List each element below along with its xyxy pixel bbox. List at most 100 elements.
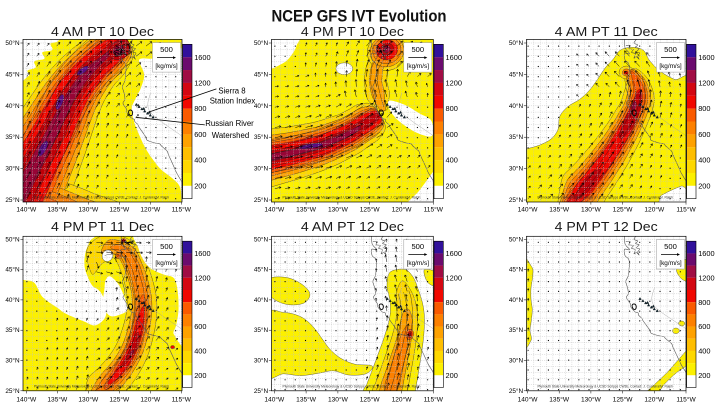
svg-text:35°N: 35°N xyxy=(509,326,524,334)
svg-text:400: 400 xyxy=(698,347,710,356)
svg-text:1200: 1200 xyxy=(446,79,462,88)
svg-text:50°N: 50°N xyxy=(254,39,269,47)
svg-text:600: 600 xyxy=(446,322,458,331)
svg-text:800: 800 xyxy=(194,298,206,307)
svg-text:120°W: 120°W xyxy=(644,395,665,403)
svg-text:25°N: 25°N xyxy=(509,196,524,204)
svg-text:500: 500 xyxy=(160,45,173,54)
svg-text:400: 400 xyxy=(194,156,206,165)
svg-text:140°W: 140°W xyxy=(16,206,37,214)
svg-text:35°N: 35°N xyxy=(254,133,269,141)
svg-text:800: 800 xyxy=(698,298,710,307)
svg-text:35°N: 35°N xyxy=(5,133,20,141)
svg-text:135°W: 135°W xyxy=(47,395,68,403)
svg-text:200: 200 xyxy=(698,371,710,380)
svg-text:4 AM PT 11 Dec: 4 AM PT 11 Dec xyxy=(555,24,659,39)
svg-text:800: 800 xyxy=(698,104,710,113)
svg-text:40°N: 40°N xyxy=(5,296,20,304)
svg-text:135°W: 135°W xyxy=(296,206,317,214)
svg-text:800: 800 xyxy=(446,298,458,307)
svg-text:45°N: 45°N xyxy=(5,70,20,78)
svg-text:130°W: 130°W xyxy=(78,395,99,403)
svg-text:1600: 1600 xyxy=(446,53,462,62)
svg-text:140°W: 140°W xyxy=(264,395,285,403)
svg-text:[kg/m/s]: [kg/m/s] xyxy=(407,260,430,267)
svg-text:30°N: 30°N xyxy=(509,165,524,173)
svg-text:Russian River: Russian River xyxy=(205,119,254,128)
svg-text:1600: 1600 xyxy=(446,249,462,258)
svg-text:140°W: 140°W xyxy=(518,395,539,403)
svg-text:1200: 1200 xyxy=(446,273,462,282)
svg-text:35°N: 35°N xyxy=(5,326,20,334)
svg-text:25°N: 25°N xyxy=(254,196,269,204)
svg-text:120°W: 120°W xyxy=(140,206,161,214)
svg-text:140°W: 140°W xyxy=(264,206,285,214)
svg-text:Station Index: Station Index xyxy=(210,97,256,106)
svg-text:25°N: 25°N xyxy=(509,387,524,395)
svg-text:400: 400 xyxy=(698,156,710,165)
svg-text:130°W: 130°W xyxy=(581,395,602,403)
svg-text:25°N: 25°N xyxy=(254,387,269,395)
svg-text:Plymouth State University Mete: Plymouth State University Meteorology & … xyxy=(34,384,169,388)
svg-text:30°N: 30°N xyxy=(5,357,20,365)
svg-text:1200: 1200 xyxy=(698,79,714,88)
svg-text:35°N: 35°N xyxy=(254,326,269,334)
svg-text:600: 600 xyxy=(698,130,710,139)
svg-text:4 PM PT 12 Dec: 4 PM PT 12 Dec xyxy=(555,219,659,234)
svg-text:25°N: 25°N xyxy=(5,196,20,204)
svg-text:4 AM PT 10 Dec: 4 AM PT 10 Dec xyxy=(51,24,155,39)
svg-text:125°W: 125°W xyxy=(613,395,634,403)
svg-text:600: 600 xyxy=(194,322,206,331)
svg-text:1600: 1600 xyxy=(194,53,210,62)
svg-text:400: 400 xyxy=(446,156,458,165)
svg-text:135°W: 135°W xyxy=(549,206,570,214)
svg-text:600: 600 xyxy=(698,322,710,331)
svg-text:115°W: 115°W xyxy=(676,395,696,403)
svg-text:600: 600 xyxy=(194,130,206,139)
svg-text:1600: 1600 xyxy=(698,249,714,258)
svg-text:1200: 1200 xyxy=(194,273,210,282)
svg-text:45°N: 45°N xyxy=(254,266,269,274)
svg-text:1600: 1600 xyxy=(194,249,210,258)
svg-text:45°N: 45°N xyxy=(5,266,20,274)
svg-text:50°N: 50°N xyxy=(5,235,20,243)
svg-text:800: 800 xyxy=(446,104,458,113)
svg-text:500: 500 xyxy=(664,242,677,251)
svg-text:500: 500 xyxy=(664,45,677,54)
svg-text:[kg/m/s]: [kg/m/s] xyxy=(155,260,178,267)
svg-text:1200: 1200 xyxy=(698,273,714,282)
svg-text:115°W: 115°W xyxy=(424,206,444,214)
svg-text:45°N: 45°N xyxy=(509,266,524,274)
svg-text:40°N: 40°N xyxy=(5,102,20,110)
svg-text:130°W: 130°W xyxy=(581,206,602,214)
svg-text:600: 600 xyxy=(446,130,458,139)
svg-text:[kg/m/s]: [kg/m/s] xyxy=(407,63,430,70)
svg-text:140°W: 140°W xyxy=(16,395,37,403)
svg-text:45°N: 45°N xyxy=(254,70,269,78)
svg-text:120°W: 120°W xyxy=(392,395,413,403)
svg-text:120°W: 120°W xyxy=(644,206,665,214)
svg-text:200: 200 xyxy=(194,181,206,190)
svg-text:4 AM PT 12 Dec: 4 AM PT 12 Dec xyxy=(301,219,405,234)
svg-text:[kg/m/s]: [kg/m/s] xyxy=(659,260,682,267)
svg-text:45°N: 45°N xyxy=(509,70,524,78)
svg-text:NCEP GFS IVT Evolution: NCEP GFS IVT Evolution xyxy=(272,7,447,26)
svg-text:125°W: 125°W xyxy=(360,395,381,403)
svg-text:135°W: 135°W xyxy=(47,206,68,214)
svg-text:Sierra 8: Sierra 8 xyxy=(218,87,245,96)
svg-text:Plymouth State University Mete: Plymouth State University Meteorology & … xyxy=(34,196,169,200)
svg-text:125°W: 125°W xyxy=(360,206,381,214)
svg-text:1200: 1200 xyxy=(194,79,210,88)
svg-text:1600: 1600 xyxy=(698,53,714,62)
svg-text:130°W: 130°W xyxy=(328,395,349,403)
svg-text:500: 500 xyxy=(411,45,424,54)
svg-text:40°N: 40°N xyxy=(509,296,524,304)
svg-text:Plymouth State University Mete: Plymouth State University Meteorology & … xyxy=(538,196,674,200)
svg-text:200: 200 xyxy=(698,181,710,190)
svg-text:135°W: 135°W xyxy=(549,395,570,403)
svg-text:125°W: 125°W xyxy=(613,206,634,214)
svg-text:30°N: 30°N xyxy=(254,357,269,365)
svg-text:140°W: 140°W xyxy=(518,206,539,214)
svg-text:130°W: 130°W xyxy=(78,206,99,214)
svg-text:125°W: 125°W xyxy=(109,395,130,403)
